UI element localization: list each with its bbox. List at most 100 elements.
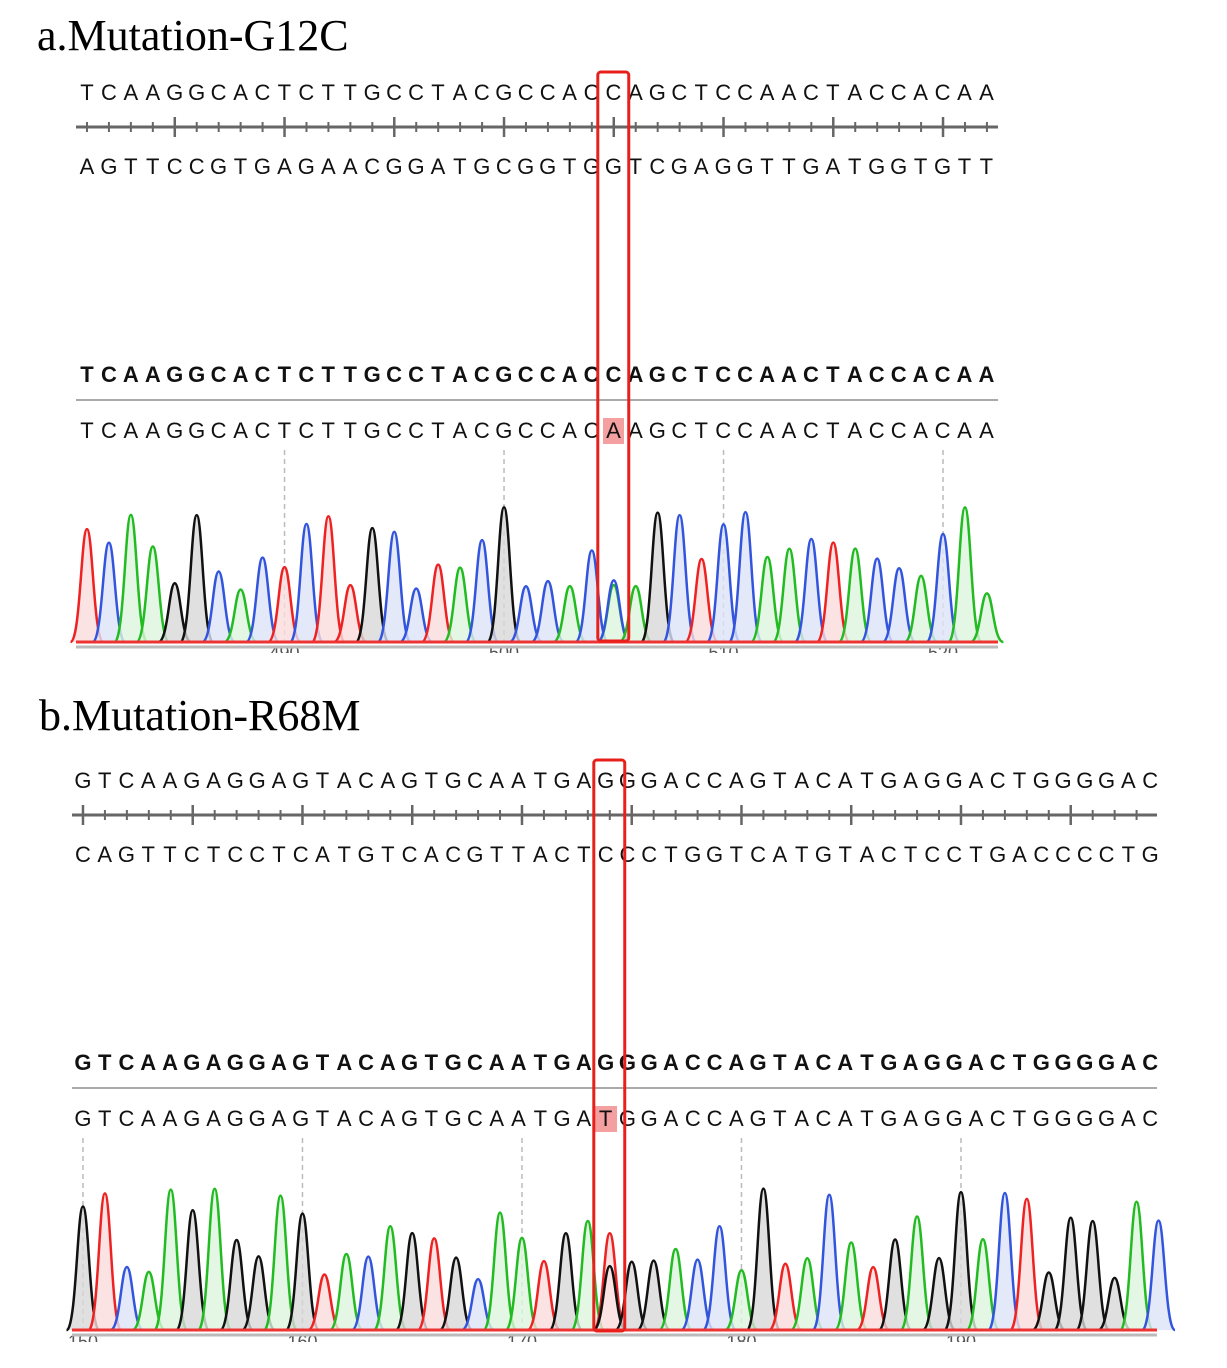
base: C bbox=[934, 362, 951, 387]
secondary-peak bbox=[592, 1264, 627, 1332]
base: C bbox=[671, 80, 688, 105]
base: C bbox=[583, 362, 600, 387]
base: T bbox=[694, 418, 708, 443]
base: G bbox=[401, 768, 419, 793]
base: G bbox=[297, 154, 315, 179]
base: C bbox=[473, 418, 490, 443]
base: T bbox=[315, 1106, 330, 1131]
base: G bbox=[553, 1050, 571, 1075]
base: C bbox=[815, 1106, 832, 1131]
base: G bbox=[945, 768, 963, 793]
peak-G bbox=[394, 1231, 430, 1332]
base: C bbox=[254, 362, 271, 387]
base: A bbox=[162, 1106, 178, 1131]
base: T bbox=[277, 80, 292, 105]
base: C bbox=[1142, 768, 1159, 793]
base: G bbox=[648, 418, 666, 443]
base: A bbox=[728, 768, 744, 793]
base: T bbox=[577, 842, 591, 867]
base: T bbox=[533, 1106, 548, 1131]
base: C bbox=[358, 1106, 374, 1131]
base: T bbox=[206, 842, 221, 867]
base: C bbox=[924, 842, 941, 867]
base: A bbox=[759, 362, 775, 387]
base: C bbox=[890, 362, 907, 387]
peak-C bbox=[376, 530, 412, 644]
base: T bbox=[424, 768, 439, 793]
base: A bbox=[451, 362, 468, 387]
base: C bbox=[118, 1106, 135, 1131]
peak-C bbox=[811, 1193, 847, 1332]
base: T bbox=[979, 154, 994, 179]
base: T bbox=[431, 418, 445, 443]
base: G bbox=[582, 154, 601, 179]
base: T bbox=[80, 80, 94, 105]
base: G bbox=[597, 1050, 615, 1075]
base: A bbox=[206, 768, 221, 793]
base: C bbox=[358, 768, 374, 793]
base: G bbox=[292, 768, 310, 793]
base: T bbox=[860, 768, 874, 793]
base: G bbox=[363, 362, 381, 387]
base: C bbox=[1098, 842, 1115, 867]
peak-A bbox=[113, 513, 149, 644]
base: A bbox=[271, 1106, 287, 1131]
base: G bbox=[183, 1106, 201, 1131]
base: C bbox=[386, 418, 403, 443]
base: C bbox=[868, 80, 885, 105]
axis-label: 190 bbox=[946, 1332, 976, 1352]
peak-T bbox=[1009, 1197, 1045, 1332]
base: G bbox=[495, 418, 513, 443]
base: C bbox=[188, 154, 205, 179]
base: A bbox=[452, 80, 468, 105]
base: C bbox=[386, 362, 403, 387]
base: G bbox=[117, 842, 136, 867]
peak-A bbox=[153, 1188, 189, 1332]
base: T bbox=[80, 418, 94, 443]
base: G bbox=[1098, 1106, 1116, 1131]
base: G bbox=[539, 154, 557, 179]
base: C bbox=[517, 80, 534, 105]
peak-G bbox=[486, 505, 522, 644]
base: T bbox=[277, 418, 292, 443]
peak-G bbox=[438, 1256, 474, 1332]
base: G bbox=[714, 154, 732, 179]
base: G bbox=[74, 768, 92, 793]
base: A bbox=[781, 418, 797, 443]
base: C bbox=[715, 418, 732, 443]
base: A bbox=[315, 842, 330, 867]
base: G bbox=[923, 768, 941, 793]
base: A bbox=[772, 842, 788, 867]
base: G bbox=[473, 154, 491, 179]
peak-T bbox=[420, 563, 456, 644]
peak-C bbox=[464, 538, 500, 644]
base: C bbox=[737, 418, 754, 443]
base: A bbox=[430, 154, 446, 179]
base: G bbox=[705, 842, 724, 867]
base: T bbox=[424, 1050, 439, 1075]
base: T bbox=[860, 1106, 874, 1131]
base: C bbox=[467, 1106, 483, 1131]
mutation-highlight-box bbox=[596, 70, 631, 643]
base: G bbox=[868, 154, 886, 179]
base: G bbox=[188, 362, 206, 387]
base: A bbox=[979, 80, 994, 105]
peak-C bbox=[91, 541, 127, 644]
base: C bbox=[495, 154, 512, 179]
base: A bbox=[979, 418, 994, 443]
base: T bbox=[826, 418, 840, 443]
base: C bbox=[445, 842, 462, 867]
peak-G bbox=[943, 1190, 979, 1332]
base: C bbox=[401, 842, 418, 867]
base: G bbox=[604, 154, 623, 179]
peak-C bbox=[661, 513, 698, 644]
base: G bbox=[444, 1106, 462, 1131]
base: G bbox=[597, 768, 615, 793]
base: C bbox=[815, 768, 832, 793]
base: T bbox=[848, 154, 862, 179]
base: G bbox=[248, 768, 266, 793]
base: C bbox=[408, 418, 424, 443]
base: C bbox=[358, 1050, 374, 1075]
